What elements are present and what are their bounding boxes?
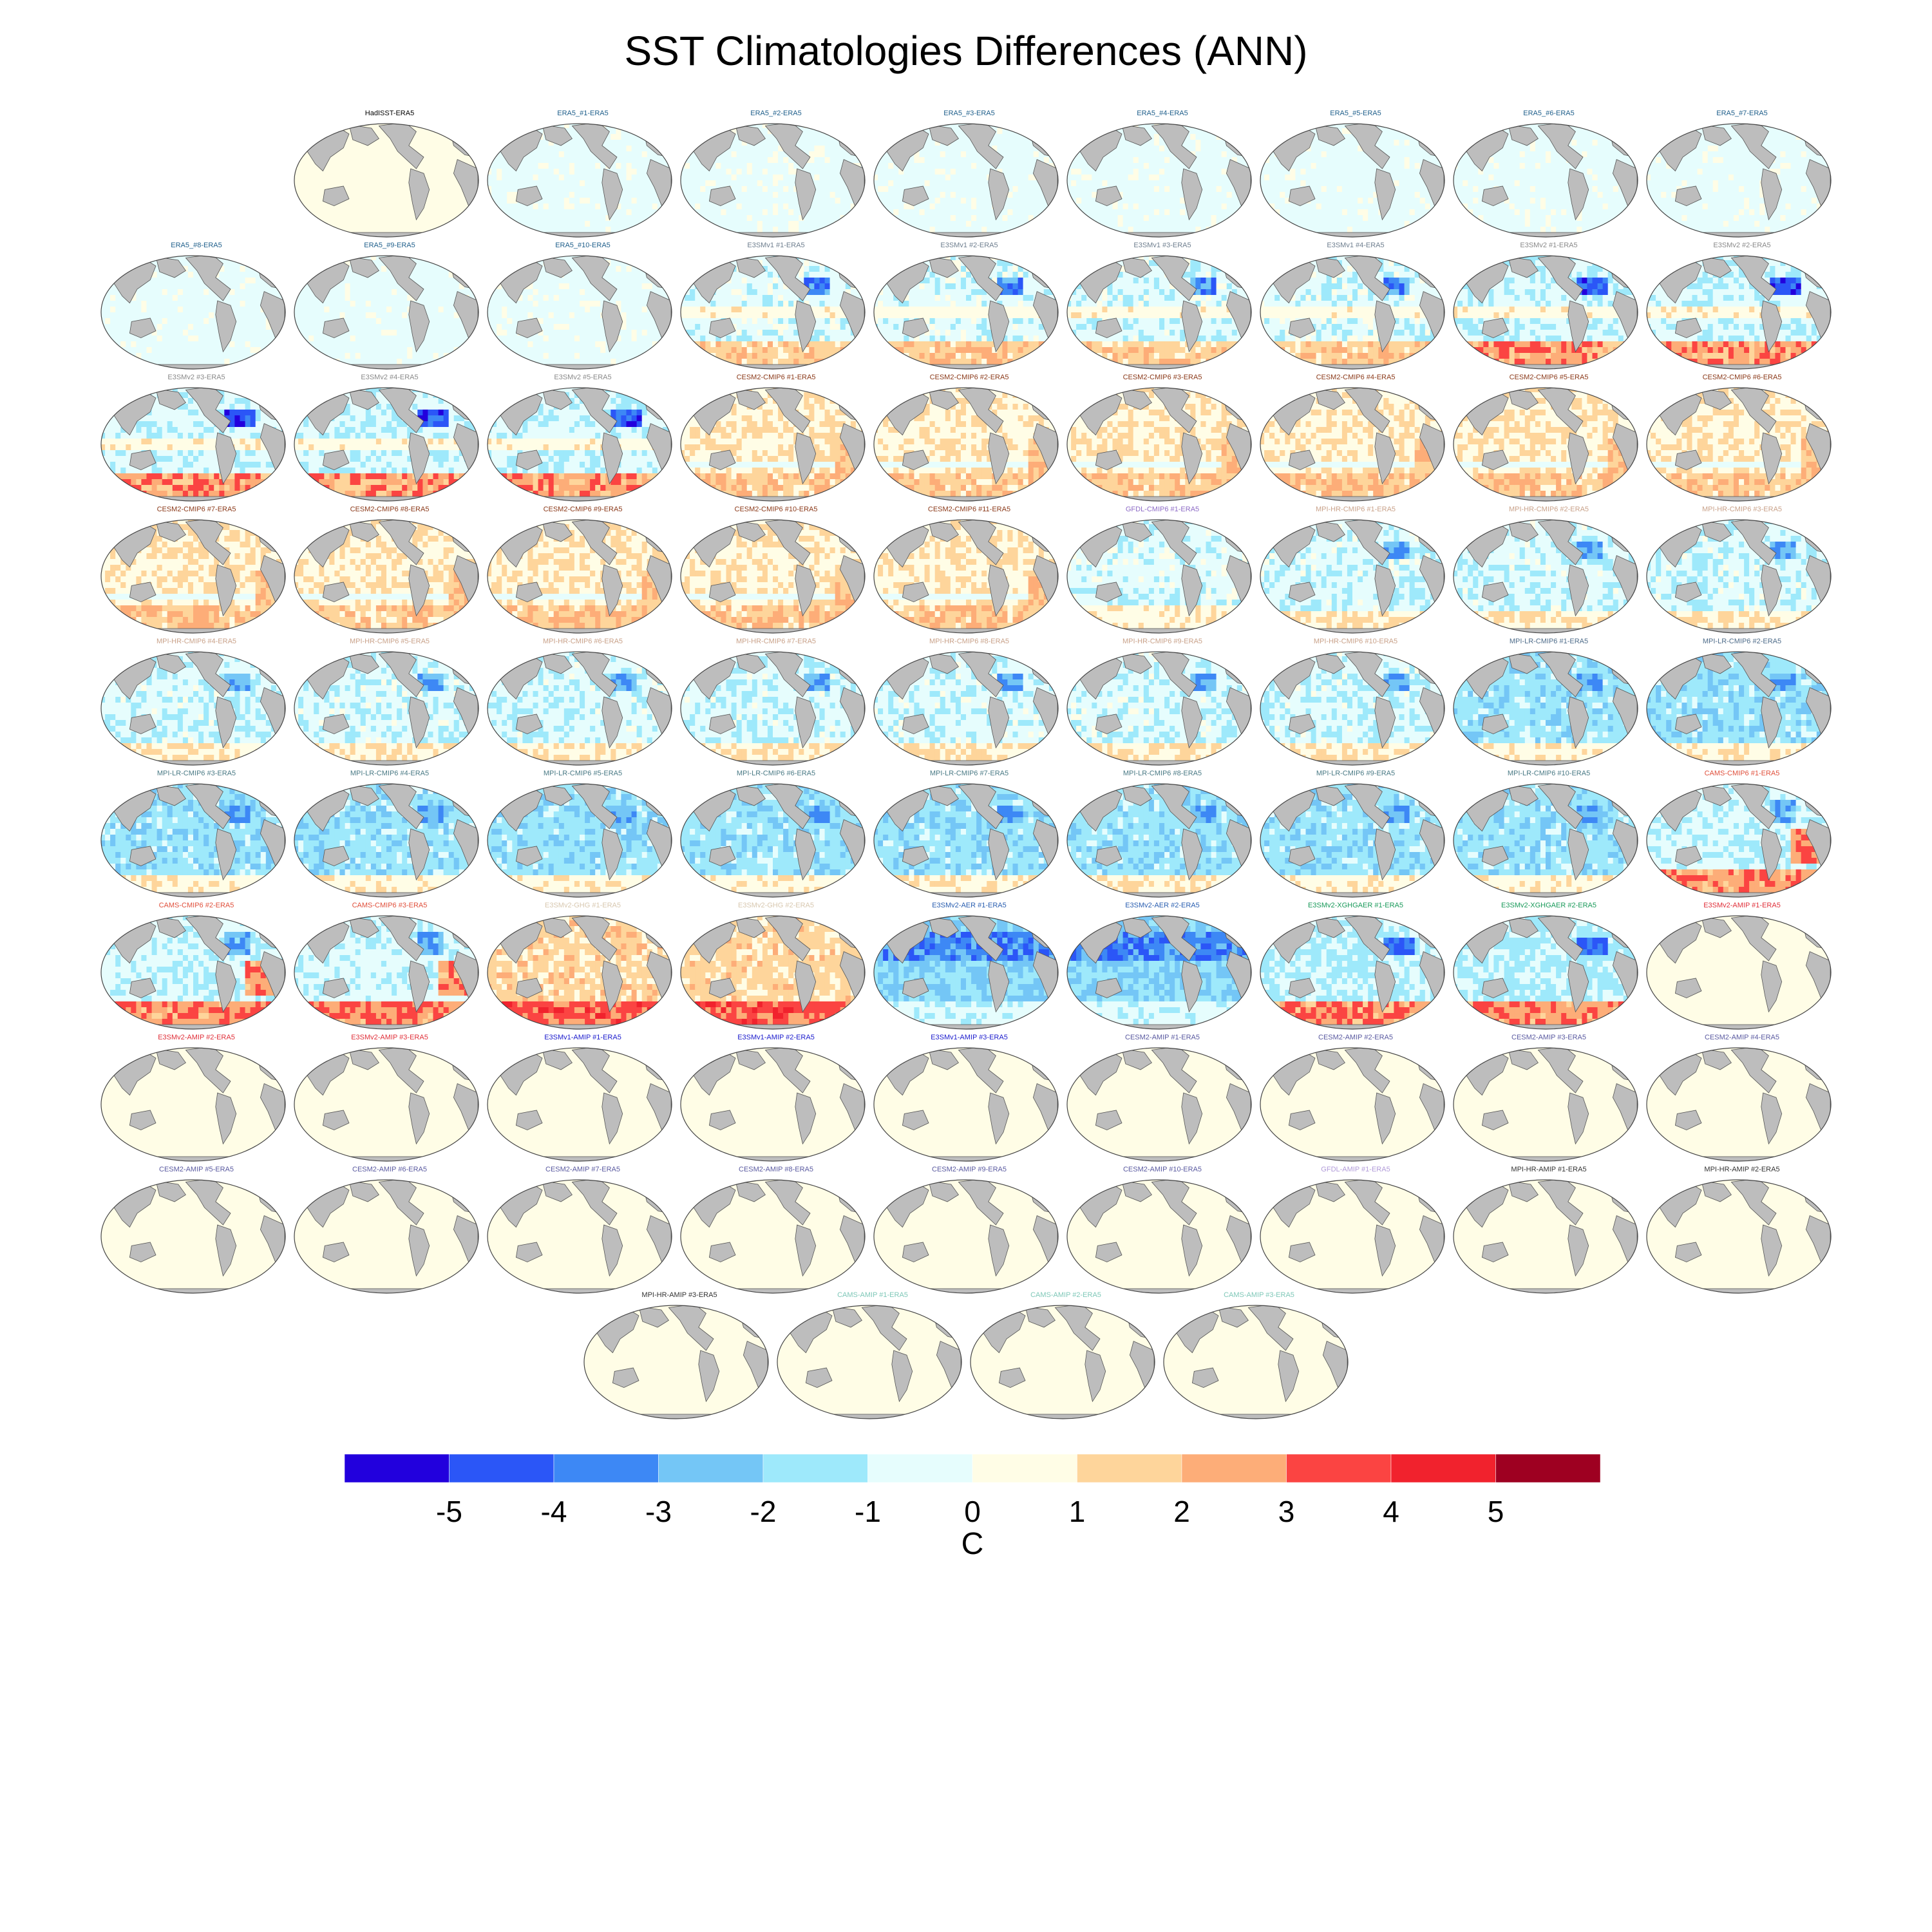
colorbar-box [450, 1454, 554, 1482]
colorbar-units: C [947, 1526, 998, 1562]
colorbar-tick-label: 1 [1052, 1494, 1103, 1529]
colorbar-box [1077, 1454, 1182, 1482]
colorbar-tick-label: -2 [737, 1494, 789, 1529]
colorbar: -5 -4 -3 -2 -1 0 1 2 3 4 5 C [0, 0, 1932, 1578]
colorbar-box [659, 1454, 764, 1482]
colorbar-box [554, 1454, 659, 1482]
colorbar-box [1496, 1454, 1601, 1482]
colorbar-tick-label: 3 [1261, 1494, 1312, 1529]
colorbar-box [1182, 1454, 1287, 1482]
colorbar-tick-label: -4 [528, 1494, 580, 1529]
colorbar-tick-label: 0 [947, 1494, 998, 1529]
colorbar-boxes [0, 0, 1932, 1578]
colorbar-tick-label: -5 [424, 1494, 475, 1529]
colorbar-tick-label: -3 [633, 1494, 685, 1529]
colorbar-box [972, 1454, 1077, 1482]
colorbar-box [345, 1454, 450, 1482]
colorbar-tick-label: 4 [1365, 1494, 1417, 1529]
colorbar-tick-label: -1 [842, 1494, 894, 1529]
colorbar-box [763, 1454, 868, 1482]
colorbar-box [1391, 1454, 1496, 1482]
colorbar-tick-label: 2 [1156, 1494, 1208, 1529]
colorbar-box [868, 1454, 973, 1482]
colorbar-box [1287, 1454, 1392, 1482]
colorbar-tick-label: 5 [1470, 1494, 1522, 1529]
